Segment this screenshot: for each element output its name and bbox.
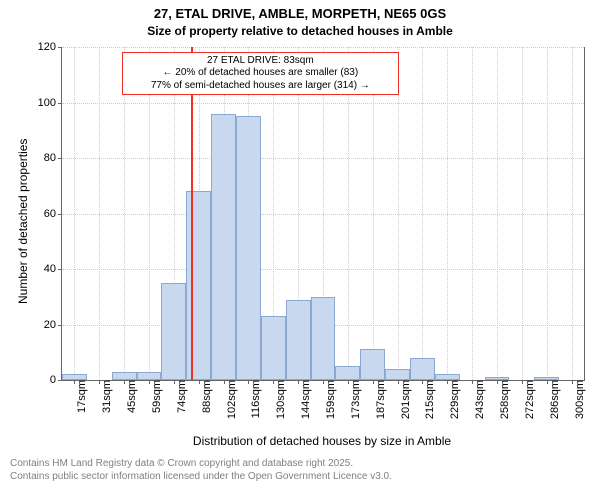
gridline-v xyxy=(422,47,423,380)
gridline-v xyxy=(522,47,523,380)
histogram-bar xyxy=(385,369,410,380)
histogram-bar xyxy=(286,300,311,380)
y-tick-mark xyxy=(58,380,62,381)
gridline-v xyxy=(99,47,100,380)
x-tick-label: 74sqm xyxy=(174,380,188,413)
histogram-bar xyxy=(534,377,559,380)
x-tick-label: 272sqm xyxy=(522,380,536,419)
gridline-v xyxy=(547,47,548,380)
y-tick-mark xyxy=(58,103,62,104)
histogram-bar xyxy=(410,358,435,380)
footer-line-2: Contains public sector information licen… xyxy=(10,471,392,482)
histogram-bar xyxy=(161,283,186,380)
gridline-v xyxy=(149,47,150,380)
x-tick-label: 17sqm xyxy=(74,380,88,413)
histogram-bar xyxy=(485,377,510,380)
histogram-bar xyxy=(62,374,87,380)
x-tick-label: 31sqm xyxy=(99,380,113,413)
x-tick-label: 187sqm xyxy=(373,380,387,419)
x-tick-label: 286sqm xyxy=(547,380,561,419)
plot-area: 02040608010012017sqm31sqm45sqm59sqm74sqm… xyxy=(61,47,585,381)
x-tick-label: 144sqm xyxy=(298,380,312,419)
y-tick-mark xyxy=(58,214,62,215)
y-tick-mark xyxy=(58,269,62,270)
histogram-bar xyxy=(186,191,211,380)
gridline-v xyxy=(348,47,349,380)
x-tick-label: 300sqm xyxy=(572,380,586,419)
annotation-line: 27 ETAL DRIVE: 83sqm xyxy=(127,55,394,68)
histogram-bar xyxy=(435,374,460,380)
x-tick-label: 258sqm xyxy=(497,380,511,419)
gridline-v xyxy=(124,47,125,380)
annotation-line: 77% of semi-detached houses are larger (… xyxy=(127,80,394,93)
x-tick-label: 116sqm xyxy=(248,380,262,418)
x-tick-label: 45sqm xyxy=(124,380,138,413)
x-tick-label: 201sqm xyxy=(398,380,412,419)
gridline-v xyxy=(472,47,473,380)
histogram-bar xyxy=(335,366,360,380)
x-tick-label: 130sqm xyxy=(273,380,287,419)
chart-subtitle: Size of property relative to detached ho… xyxy=(0,24,600,38)
histogram-bar xyxy=(112,372,137,380)
x-tick-label: 102sqm xyxy=(224,380,238,419)
x-tick-label: 88sqm xyxy=(199,380,213,413)
x-tick-label: 243sqm xyxy=(472,380,486,419)
gridline-v xyxy=(497,47,498,380)
y-tick-mark xyxy=(58,325,62,326)
annotation-box: 27 ETAL DRIVE: 83sqm← 20% of detached ho… xyxy=(122,52,399,96)
x-tick-label: 229sqm xyxy=(447,380,461,419)
histogram-bar xyxy=(236,116,261,380)
gridline-v xyxy=(373,47,374,380)
histogram-bar xyxy=(311,297,336,380)
chart-title: 27, ETAL DRIVE, AMBLE, MORPETH, NE65 0GS xyxy=(0,6,600,21)
histogram-bar xyxy=(261,316,286,380)
gridline-v xyxy=(572,47,573,380)
histogram-bar xyxy=(137,372,162,380)
histogram-bar xyxy=(211,114,236,380)
x-tick-label: 215sqm xyxy=(422,380,436,419)
gridline-v xyxy=(447,47,448,380)
annotation-line: ← 20% of detached houses are smaller (83… xyxy=(127,67,394,80)
x-tick-label: 159sqm xyxy=(323,380,337,419)
gridline-v xyxy=(74,47,75,380)
y-tick-mark xyxy=(58,47,62,48)
x-tick-label: 173sqm xyxy=(348,380,362,419)
histogram-bar xyxy=(360,349,385,380)
x-axis-label: Distribution of detached houses by size … xyxy=(61,434,583,448)
gridline-v xyxy=(398,47,399,380)
marker-line xyxy=(191,47,193,380)
footer-line-1: Contains HM Land Registry data © Crown c… xyxy=(10,458,353,469)
x-tick-label: 59sqm xyxy=(149,380,163,413)
y-tick-mark xyxy=(58,158,62,159)
y-axis-label: Number of detached properties xyxy=(16,138,30,303)
